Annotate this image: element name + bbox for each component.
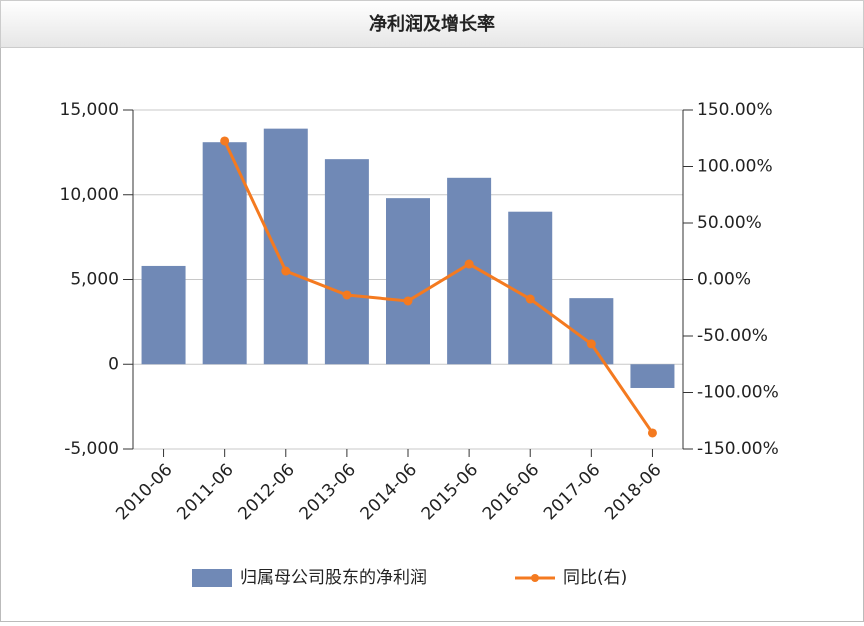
line-point [281,266,291,276]
y2-tick-label: -100.00% [697,383,779,403]
line [223,140,654,434]
bar [508,211,553,365]
bar [447,177,492,365]
bar [202,142,247,365]
line-point [403,296,413,306]
y2-tick-label: 0.00% [697,270,751,290]
y2-tick-label: -50.00% [697,326,768,346]
y-tick-label: 10,000 [60,185,119,205]
chart-title: 净利润及增长率 [369,13,495,35]
line-point [647,428,657,438]
line-point [464,259,474,269]
y2-tick-label: -150.00% [697,439,779,459]
legend-swatch [192,569,232,587]
title-bar [0,0,864,48]
y-tick-label: 15,000 [60,100,119,120]
bar [141,265,186,365]
line-point [586,339,596,349]
bar [569,298,614,365]
line-point [220,136,230,146]
y-tick-label: 0 [108,354,119,374]
bar [263,128,308,365]
y2-tick-label: 50.00% [697,213,762,233]
legend-label: 同比(右) [563,568,627,588]
y2-tick-label: 150.00% [697,100,773,120]
legend-swatch [531,574,539,582]
bar [386,198,430,365]
bar [324,159,369,365]
y-tick-label: 5,000 [70,270,119,290]
line-point [342,290,352,300]
y2-tick-label: 100.00% [697,157,773,177]
y-tick-label: -5,000 [64,439,119,459]
legend-label: 归属母公司股东的净利润 [240,568,427,588]
line-point [525,294,535,304]
bar [630,364,675,388]
